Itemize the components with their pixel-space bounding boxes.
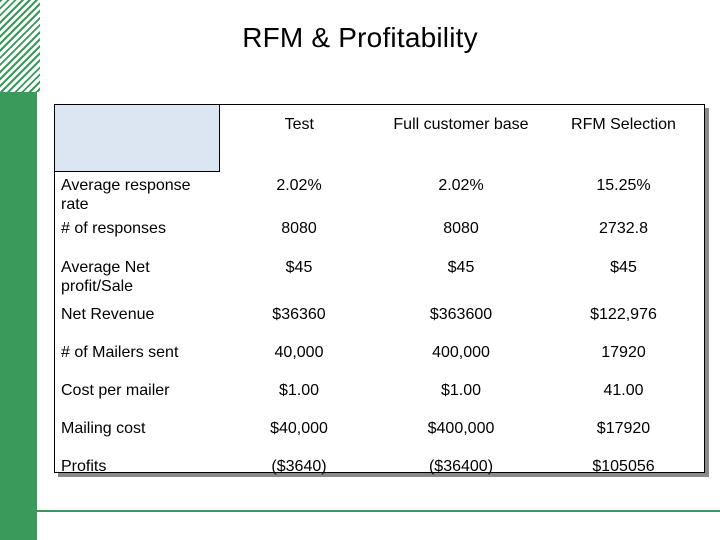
- table-row: Mailing cost $40,000 $400,000 $17920: [55, 416, 704, 454]
- cell-full-base: $363600: [429, 306, 493, 323]
- cell-full-base: ($36400): [428, 458, 494, 475]
- row-label: # of Mailers sent: [61, 344, 179, 361]
- cell-rfm: $17920: [596, 420, 651, 437]
- row-label: Average response rate: [61, 177, 191, 213]
- table-row: Profits ($3640) ($36400) $105056: [55, 454, 704, 492]
- cell-rfm: 15.25%: [596, 176, 651, 194]
- header-full-customer-base: Full customer base: [393, 116, 529, 133]
- row-label: Cost per mailer: [61, 382, 170, 399]
- cell-full-base: 8080: [443, 220, 479, 237]
- table-row: # of responses 8080 8080 2732.8: [55, 216, 704, 254]
- cell-full-base: 400,000: [432, 344, 490, 361]
- cell-test: $1.00: [278, 382, 320, 399]
- cell-full-base: 2.02%: [438, 176, 484, 194]
- cell-test: $45: [285, 259, 313, 276]
- cell-test: ($3640): [271, 458, 327, 475]
- row-label: Mailing cost: [61, 420, 146, 437]
- cell-rfm: $105056: [592, 458, 655, 475]
- header-rfm-selection: RFM Selection: [571, 116, 676, 133]
- cell-full-base: $45: [447, 259, 475, 276]
- cell-rfm: 41.00: [603, 382, 644, 399]
- table-row: Net Revenue $36360 $363600 $122,976: [55, 302, 704, 340]
- table-header-row: Test Full customer base RFM Selection: [55, 105, 704, 172]
- rfm-profitability-table: Test Full customer base RFM Selection Av…: [55, 105, 704, 492]
- cell-test: 40,000: [274, 344, 324, 361]
- row-label: # of responses: [61, 220, 166, 237]
- cell-full-base: $400,000: [427, 420, 495, 437]
- cell-full-base: $1.00: [440, 382, 482, 399]
- table-row: Average Net profit/Sale $45 $45 $45: [55, 254, 704, 302]
- diagonal-stripes-decoration: [0, 0, 40, 92]
- table-row: Cost per mailer $1.00 $1.00 41.00: [55, 378, 704, 416]
- bottom-accent-line: [37, 510, 720, 512]
- cell-rfm: 17920: [601, 344, 646, 361]
- header-test: Test: [284, 116, 314, 133]
- cell-test: 8080: [281, 220, 317, 237]
- row-label: Profits: [61, 458, 107, 475]
- cell-test: $40,000: [270, 420, 328, 437]
- cell-test: $36360: [272, 306, 326, 323]
- table-row: Average response rate 2.02% 2.02% 15.25%: [55, 172, 704, 217]
- cell-rfm: $122,976: [590, 306, 657, 323]
- cell-rfm: 2732.8: [599, 220, 648, 237]
- cell-rfm: $45: [610, 259, 637, 276]
- header-corner-cell: [55, 105, 220, 172]
- row-label: Net Revenue: [61, 306, 155, 323]
- slide-title: RFM & Profitability: [242, 22, 478, 53]
- cell-test: 2.02%: [276, 176, 322, 194]
- row-label: Average Net profit/Sale: [61, 259, 150, 295]
- table-row: # of Mailers sent 40,000 400,000 17920: [55, 340, 704, 378]
- rfm-table-container: Test Full customer base RFM Selection Av…: [54, 104, 705, 475]
